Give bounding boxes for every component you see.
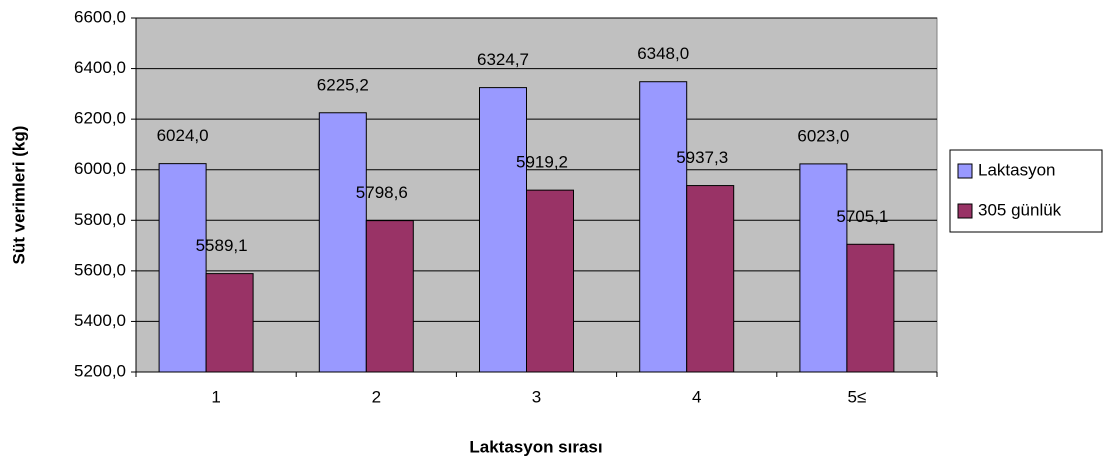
y-tick-label: 5400,0 <box>74 311 126 330</box>
data-label: 5589,1 <box>196 236 248 255</box>
bar <box>479 87 527 373</box>
data-label: 5798,6 <box>356 183 408 202</box>
x-tick-label: 5≤ <box>848 387 867 406</box>
x-tick-label: 1 <box>211 387 220 406</box>
bar <box>365 220 414 373</box>
y-tick-label: 5800,0 <box>74 210 126 229</box>
y-tick-label: 6000,0 <box>74 159 126 178</box>
x-tick-label: 3 <box>532 387 541 406</box>
x-tick-label: 2 <box>372 387 381 406</box>
bar <box>799 163 848 373</box>
data-label: 6324,7 <box>477 50 529 69</box>
legend-label: 305 günlük <box>978 200 1062 219</box>
data-label: 5919,2 <box>516 153 568 172</box>
data-label: 6225,2 <box>317 75 369 94</box>
bar <box>686 185 735 373</box>
legend-swatch <box>957 203 973 219</box>
data-label: 6348,0 <box>637 44 689 63</box>
legend-label: Laktasyon <box>978 160 1056 179</box>
y-axis-title: Süt verimleri (kg) <box>9 126 28 265</box>
legend-box <box>949 149 1103 233</box>
bar <box>205 273 254 373</box>
bar <box>158 163 207 373</box>
data-label: 5705,1 <box>836 207 888 226</box>
x-axis-title: Laktasyon sırası <box>469 437 602 456</box>
bar <box>639 81 688 373</box>
bar <box>526 189 574 373</box>
legend-swatch <box>957 163 973 179</box>
y-tick-label: 6600,0 <box>74 7 126 26</box>
y-tick-label: 6200,0 <box>74 109 126 128</box>
data-label: 5937,3 <box>676 148 728 167</box>
bar <box>846 243 895 373</box>
y-tick-label: 5600,0 <box>74 260 126 279</box>
y-tick-label: 6400,0 <box>74 58 126 77</box>
bar <box>318 112 367 373</box>
data-label: 6023,0 <box>797 126 849 145</box>
x-tick-label: 4 <box>692 387 701 406</box>
data-label: 6024,0 <box>157 126 209 145</box>
y-tick-label: 5200,0 <box>74 361 126 380</box>
